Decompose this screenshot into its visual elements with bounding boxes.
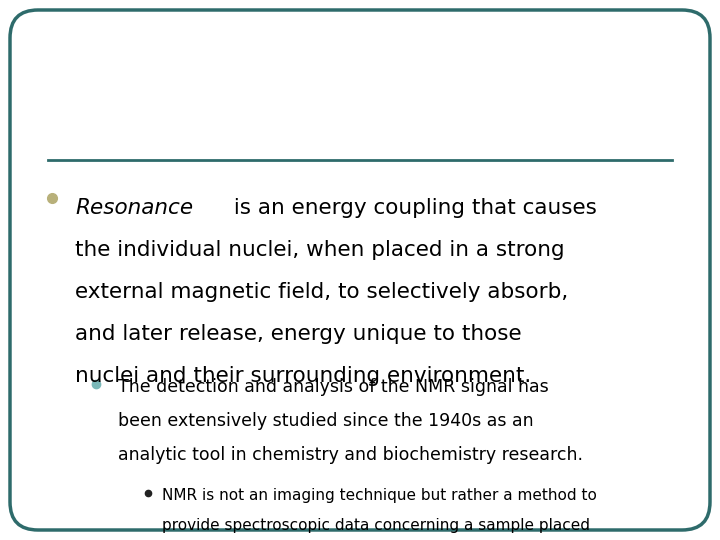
Text: is an energy coupling that causes: is an energy coupling that causes [228, 198, 598, 218]
Text: nuclei and their surrounding environment.: nuclei and their surrounding environment… [75, 366, 531, 386]
Text: Resonance: Resonance [75, 198, 193, 218]
Text: The detection and analysis of the NMR signal has: The detection and analysis of the NMR si… [118, 378, 549, 396]
Text: the individual nuclei, when placed in a strong: the individual nuclei, when placed in a … [75, 240, 564, 260]
Text: provide spectroscopic data concerning a sample placed: provide spectroscopic data concerning a … [162, 518, 590, 533]
Text: analytic tool in chemistry and biochemistry research.: analytic tool in chemistry and biochemis… [118, 446, 583, 464]
Text: NMR is not an imaging technique but rather a method to: NMR is not an imaging technique but rath… [162, 488, 597, 503]
FancyBboxPatch shape [10, 10, 710, 530]
Text: external magnetic field, to selectively absorb,: external magnetic field, to selectively … [75, 282, 568, 302]
Text: and later release, energy unique to those: and later release, energy unique to thos… [75, 324, 521, 344]
Text: been extensively studied since the 1940s as an: been extensively studied since the 1940s… [118, 412, 534, 430]
